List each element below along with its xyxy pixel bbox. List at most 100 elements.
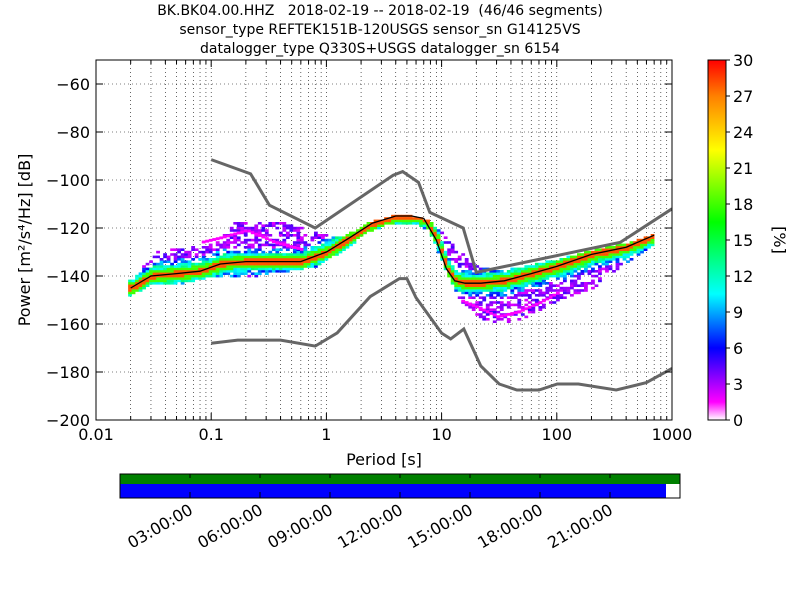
heatmap-cell — [506, 270, 511, 273]
heatmap-cell — [569, 270, 574, 273]
heatmap-cell — [257, 267, 262, 271]
heatmap-cell — [285, 231, 290, 235]
heatmap-cell — [163, 255, 167, 259]
heatmap-cell — [471, 289, 476, 292]
heatmap-cell — [475, 303, 480, 307]
heatmap-cell — [608, 253, 613, 256]
heatmap-cell — [457, 282, 462, 285]
heatmap-cell — [468, 284, 473, 287]
heatmap-cell — [135, 279, 139, 283]
heatmap-cell — [447, 250, 452, 254]
heatmap-cell — [292, 250, 297, 254]
heatmap-cell — [250, 258, 255, 261]
heatmap-cell — [313, 234, 318, 237]
heatmap-cell — [447, 241, 452, 244]
heatmap-cell — [215, 248, 220, 251]
heatmap-cell — [313, 260, 318, 263]
heatmap-cell — [145, 270, 150, 273]
heatmap-cell — [520, 289, 525, 292]
heatmap-cell — [173, 258, 178, 261]
heatmap-cell — [605, 260, 609, 263]
heatmap-cell — [605, 262, 609, 266]
heatmap-cell — [492, 284, 497, 287]
heatmap-cell — [552, 296, 557, 299]
heatmap-cell — [191, 272, 196, 275]
heatmap-cell — [510, 272, 515, 275]
heatmap-cell — [247, 243, 252, 247]
heatmap-cell — [499, 282, 504, 285]
heatmap-cell — [555, 289, 560, 292]
heatmap-cell — [240, 258, 245, 261]
heatmap-cell — [142, 284, 146, 287]
heatmap-cell — [598, 272, 602, 275]
heatmap-cell — [626, 250, 630, 254]
heatmap-cell — [531, 289, 536, 292]
heatmap-cell — [485, 303, 490, 307]
heatmap-cell — [569, 267, 574, 271]
colorbar-tick-label: 15 — [733, 231, 753, 250]
heatmap-cell — [450, 267, 455, 271]
heatmap-cell — [457, 255, 462, 259]
colorbar-tick-label: 21 — [733, 159, 753, 178]
heatmap-cell — [475, 286, 480, 290]
heatmap-cell — [478, 313, 483, 316]
heatmap-cell — [324, 234, 329, 237]
heatmap-cell — [201, 250, 206, 254]
heatmap-cell — [541, 262, 546, 266]
heatmap-cell — [478, 272, 483, 275]
heatmap-cell — [496, 270, 501, 273]
heatmap-cell — [320, 246, 325, 249]
heatmap-cell — [524, 274, 529, 278]
heatmap-cell — [187, 253, 192, 256]
heatmap-cell — [194, 277, 199, 280]
heatmap-cell — [275, 270, 280, 273]
heatmap-cell — [566, 262, 571, 266]
heatmap-cell — [306, 250, 311, 254]
heatmap-cell — [566, 265, 571, 268]
heatmap-cell — [264, 272, 269, 275]
y-tick-label: −200 — [46, 411, 90, 430]
heatmap-cell — [142, 277, 146, 280]
heatmap-cell — [506, 301, 511, 304]
heatmap-cell — [226, 253, 231, 256]
heatmap-cell — [264, 243, 269, 247]
heatmap-cell — [464, 262, 469, 266]
heatmap-cell — [205, 274, 210, 278]
heatmap-cell — [166, 270, 171, 273]
heatmap-cell — [496, 315, 501, 319]
heatmap-cell — [131, 282, 136, 285]
heatmap-cell — [608, 250, 613, 254]
heatmap-cell — [222, 267, 227, 271]
heatmap-cell — [198, 267, 203, 271]
heatmap-cell — [236, 222, 241, 225]
heatmap-cell — [264, 262, 269, 266]
heatmap-cell — [324, 238, 329, 242]
heatmap-cell — [166, 277, 171, 280]
colorbar-label: [%] — [770, 226, 789, 254]
heatmap-cell — [257, 229, 262, 232]
heatmap-cell — [370, 224, 374, 227]
heatmap-cell — [457, 258, 462, 261]
heatmap-cell — [236, 229, 241, 232]
heatmap-cell — [264, 258, 269, 261]
heatmap-cell — [222, 241, 227, 244]
heatmap-cell — [184, 265, 189, 268]
timeline-tick-label: 12:00:00 — [334, 500, 406, 552]
heatmap-cell — [366, 229, 371, 232]
heatmap-cell — [254, 274, 259, 278]
heatmap-cell — [156, 279, 160, 283]
heatmap-cell — [328, 243, 332, 247]
heatmap-cell — [605, 246, 609, 249]
heatmap-cell — [240, 267, 245, 271]
heatmap-cell — [517, 294, 522, 297]
heatmap-cell — [454, 260, 459, 263]
heatmap-cell — [612, 250, 616, 254]
heatmap-cell — [562, 258, 567, 261]
x-tick-label: 0.01 — [78, 425, 114, 444]
heatmap-cell — [342, 246, 346, 249]
heatmap-cell — [363, 229, 367, 232]
heatmap-cell — [184, 255, 189, 259]
heatmap-cell — [250, 246, 255, 249]
heatmap-cell — [278, 222, 283, 225]
heatmap-cell — [496, 310, 501, 314]
